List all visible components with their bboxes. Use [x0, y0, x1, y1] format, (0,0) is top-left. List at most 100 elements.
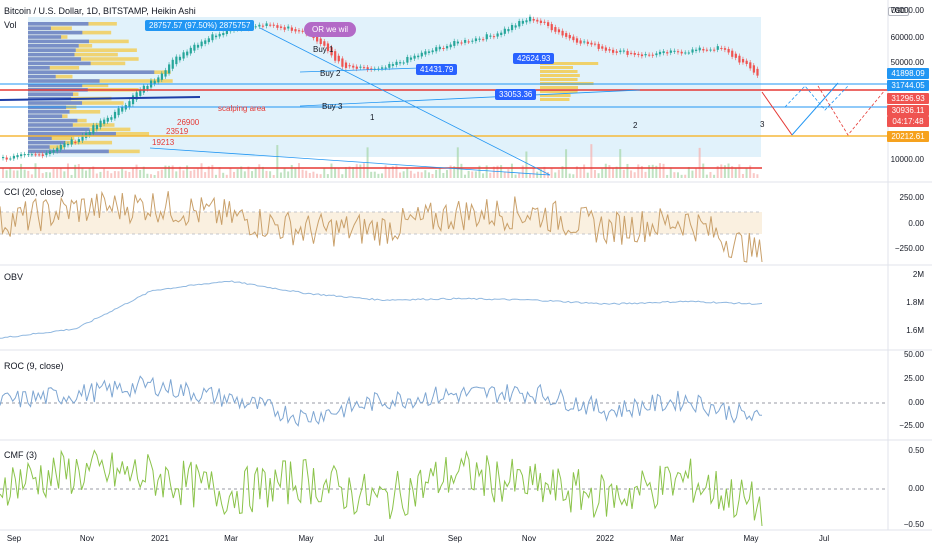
volume-bar: [691, 170, 694, 178]
volume-bar: [431, 174, 434, 178]
candle-body: [532, 19, 535, 21]
trend-line: [299, 89, 641, 107]
volume-bar: [247, 166, 250, 178]
annotation-purple-note[interactable]: OR we wil: [304, 22, 357, 37]
candle-body: [662, 51, 665, 54]
volume-profile-bar: [28, 110, 70, 114]
annotation-price-box[interactable]: 42624.93: [513, 53, 555, 64]
roc-pane-title: ROC (9, close): [4, 361, 64, 371]
candle-body: [752, 65, 755, 73]
volume-bar: [243, 171, 246, 178]
volume-bar: [189, 170, 192, 178]
candle-body: [640, 54, 644, 57]
x-axis-tick: Jul: [818, 534, 830, 543]
volume-bar: [204, 172, 207, 178]
volume-label: Vol: [4, 20, 17, 30]
volume-bar: [186, 165, 189, 178]
candle-body: [637, 53, 640, 56]
obv-axis-tick: 1.6M: [906, 326, 924, 335]
volume-bar: [612, 167, 615, 178]
volume-bar: [630, 170, 633, 178]
volume-profile-bar: [28, 48, 76, 52]
candle-body: [23, 154, 26, 156]
volume-bar: [438, 167, 441, 178]
volume-bar: [301, 169, 304, 178]
candle-body: [2, 157, 5, 159]
candle-body: [276, 25, 279, 28]
volume-bar: [312, 171, 315, 178]
candle-body: [362, 67, 366, 69]
candle-body: [186, 51, 189, 56]
candle-body: [467, 41, 470, 43]
candle-body: [528, 16, 532, 22]
annotation-range-box[interactable]: 28757.57 (97.50%) 2875757: [145, 20, 255, 31]
candle-body: [59, 144, 62, 150]
candle-body: [142, 85, 145, 93]
price-axis-tick: 10000.00: [890, 155, 924, 164]
candle-body: [168, 64, 171, 74]
volume-bar: [308, 173, 311, 178]
candle-body: [110, 117, 113, 120]
candle-body: [352, 65, 355, 68]
candle-body: [200, 41, 203, 47]
volume-profile-bar: [28, 149, 109, 154]
volume-bar: [749, 165, 752, 178]
annotation-wave: 3: [760, 120, 765, 129]
currency-badge[interactable]: USD: [888, 7, 909, 16]
candle-body: [557, 29, 561, 33]
candle-body: [225, 28, 228, 35]
volume-bar: [658, 163, 661, 178]
volume-bar: [417, 171, 420, 178]
candle-body: [669, 50, 672, 53]
candle-body: [474, 38, 478, 42]
candle-body: [420, 52, 423, 57]
volume-profile-bar: [28, 114, 63, 118]
candle-body: [738, 55, 741, 63]
volume-profile-bar: [28, 79, 100, 83]
candle-body: [648, 54, 651, 56]
candle-body: [713, 49, 716, 51]
volume-bar: [5, 170, 8, 178]
volume-bar: [615, 166, 618, 178]
annotation-price-box[interactable]: 41431.79: [416, 64, 458, 75]
volume-profile-bar: [28, 66, 80, 70]
volume-profile-bar: [28, 74, 56, 79]
volume-profile-bar: [540, 66, 573, 69]
candle-body: [290, 27, 293, 31]
volume-bar: [427, 172, 430, 178]
volume-bar: [164, 165, 167, 178]
volume-profile-bar: [540, 86, 579, 89]
volume-bar: [81, 167, 84, 178]
candle-body: [579, 40, 582, 44]
volume-bar: [157, 171, 160, 178]
price-tag: 20212.61: [887, 131, 929, 142]
volume-bar: [171, 165, 174, 178]
candle-body: [673, 50, 676, 52]
volume-bar: [348, 166, 351, 178]
volume-bar: [131, 167, 134, 178]
candle-body: [745, 60, 748, 64]
candle-body: [38, 154, 41, 156]
volume-bar: [103, 168, 106, 178]
volume-bar: [738, 164, 741, 178]
volume-bar: [258, 164, 261, 178]
candle-body: [550, 24, 553, 31]
candle-body: [323, 41, 326, 46]
candle-body: [334, 51, 337, 61]
candle-body: [146, 85, 149, 90]
projection-arrow: [761, 91, 793, 136]
candle-body: [121, 107, 124, 112]
x-axis-tick: 2021: [151, 534, 169, 543]
candle-body: [496, 33, 499, 37]
volume-bar: [633, 172, 636, 178]
candle-body: [445, 46, 449, 49]
annotation-price-box[interactable]: 33053.36: [495, 89, 537, 100]
volume-bar: [720, 164, 723, 178]
candle-body: [417, 55, 420, 58]
candle-body: [705, 49, 709, 51]
volume-bar: [539, 169, 542, 178]
candle-body: [160, 73, 164, 80]
volume-profile-bar: [28, 145, 50, 149]
candle-body: [175, 56, 178, 65]
